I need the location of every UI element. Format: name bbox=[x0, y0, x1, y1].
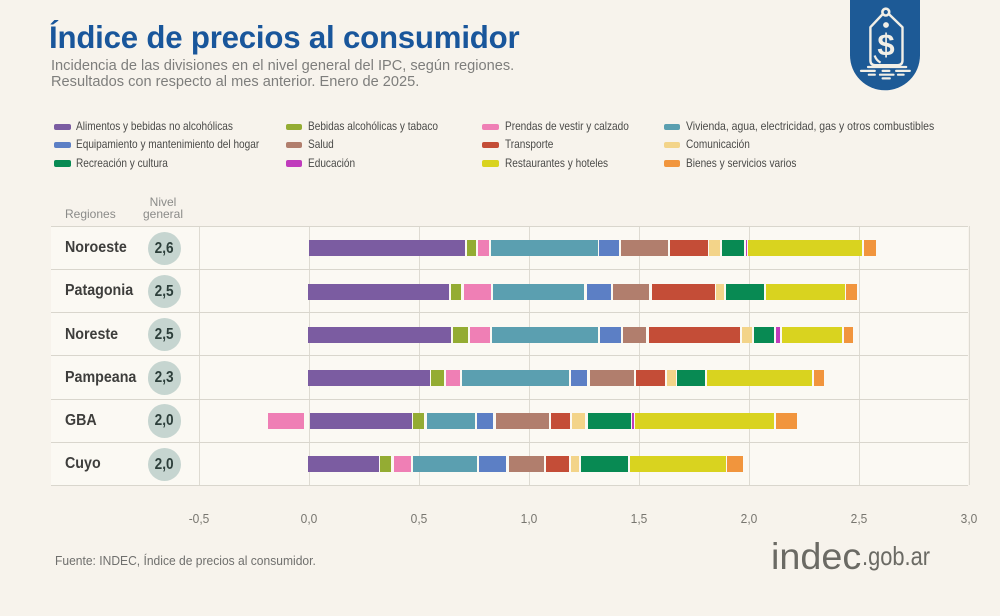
svg-text:$: $ bbox=[877, 27, 894, 62]
